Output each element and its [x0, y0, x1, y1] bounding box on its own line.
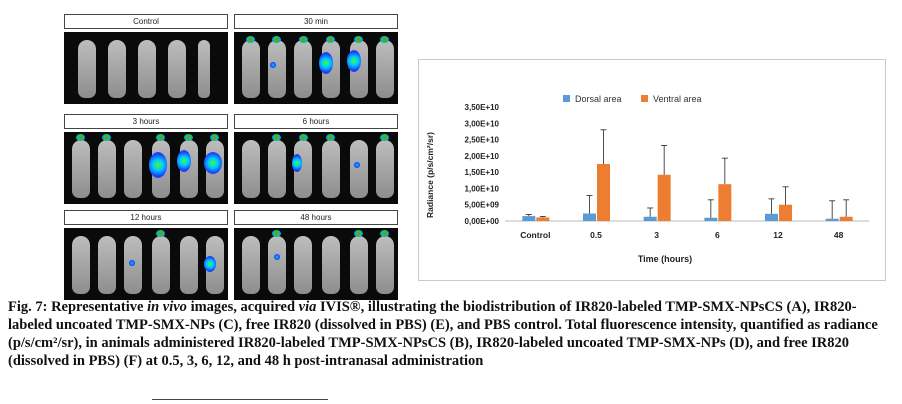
page-rule — [152, 399, 328, 400]
y-tick-label: 2,50E+10 — [465, 136, 500, 145]
mouse-image — [64, 228, 228, 300]
panel-30min: 30 min — [234, 14, 398, 104]
panel-6hours: 6 hours — [234, 114, 398, 204]
legend-swatch-dorsal — [563, 95, 570, 102]
bar-ventral — [779, 204, 792, 221]
mouse-image — [64, 32, 228, 104]
caption-italic-invivo: in vivo — [147, 299, 187, 315]
panel-control: Control — [64, 14, 228, 104]
y-tick-label: 1,50E+10 — [465, 168, 500, 177]
panel-label: 12 hours — [64, 210, 228, 225]
bar-dorsal — [704, 217, 718, 221]
mouse-image — [234, 228, 398, 300]
legend-dorsal: Dorsal area — [575, 94, 622, 104]
x-tick-label: 6 — [715, 230, 720, 240]
y-axis-label: Radiance (p/s/cm²/sr) — [425, 132, 435, 218]
bar-ventral — [839, 216, 853, 221]
x-tick-label: 12 — [773, 230, 783, 240]
bar-ventral — [597, 164, 610, 221]
mouse-image — [234, 32, 398, 104]
bar-dorsal — [583, 213, 596, 221]
panel-label: 30 min — [234, 14, 398, 29]
bar-dorsal — [643, 216, 657, 221]
y-tick-label: 2,00E+10 — [465, 152, 500, 161]
y-tick-label: 3,50E+10 — [465, 103, 500, 112]
mouse-image — [234, 132, 398, 204]
y-tick-label: 0,00E+00 — [465, 217, 500, 226]
legend-ventral: Ventral area — [653, 94, 702, 104]
mouse-image — [64, 132, 228, 204]
panel-48hours: 48 hours — [234, 210, 398, 300]
x-tick-label: 48 — [834, 230, 844, 240]
y-tick-label: 5,00E+09 — [465, 201, 500, 210]
panel-label: Control — [64, 14, 228, 29]
y-tick-label: 1,00E+10 — [465, 184, 500, 193]
panel-label: 3 hours — [64, 114, 228, 129]
caption-mid: images, acquired — [186, 299, 299, 315]
caption-lead: Fig. 7: Representative — [8, 299, 148, 315]
x-tick-label: 0.5 — [590, 230, 602, 240]
chart-legend: Dorsal area Ventral area — [563, 94, 702, 104]
bar-dorsal — [522, 216, 536, 221]
caption-italic-via: via — [298, 299, 317, 315]
panel-3hours: 3 hours — [64, 114, 228, 204]
panel-12hours: 12 hours — [64, 210, 228, 300]
panel-label: 48 hours — [234, 210, 398, 225]
radiance-bar-chart: Dorsal area Ventral area Radiance (p/s/c… — [425, 94, 869, 264]
panel-label: 6 hours — [234, 114, 398, 129]
bar-ventral — [536, 217, 550, 221]
bar-ventral — [718, 184, 732, 221]
y-tick-label: 3,00E+10 — [465, 119, 500, 128]
legend-swatch-ventral — [641, 95, 648, 102]
radiance-chart-frame: Dorsal area Ventral area Radiance (p/s/c… — [418, 59, 886, 281]
x-axis-label: Time (hours) — [638, 254, 692, 264]
x-tick-label: 3 — [654, 230, 659, 240]
x-tick-label: Control — [520, 230, 550, 240]
caption-rest: IVIS®, illustrating the biodistribution … — [8, 299, 878, 369]
figure-caption: Fig. 7: Representative in vivo images, a… — [8, 298, 892, 370]
bar-dorsal — [825, 218, 839, 221]
bar-dorsal — [765, 213, 778, 221]
bar-ventral — [657, 174, 671, 221]
